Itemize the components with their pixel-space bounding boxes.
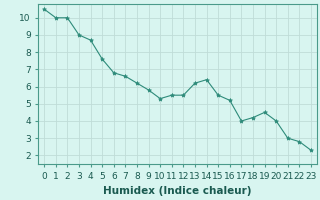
X-axis label: Humidex (Indice chaleur): Humidex (Indice chaleur) (103, 186, 252, 196)
